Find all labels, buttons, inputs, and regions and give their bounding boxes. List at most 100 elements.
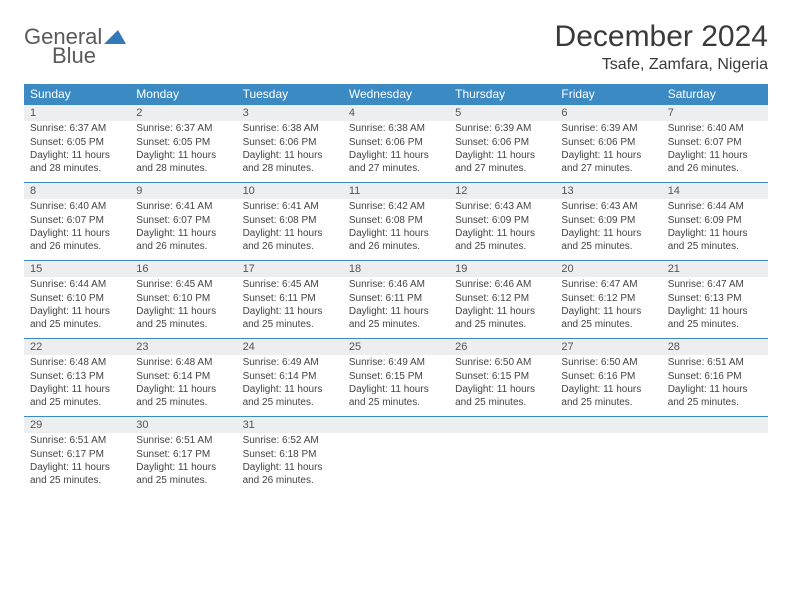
calendar-day-cell: 10Sunrise: 6:41 AMSunset: 6:08 PMDayligh…: [237, 182, 343, 260]
day-body: Sunrise: 6:46 AMSunset: 6:11 PMDaylight:…: [343, 277, 449, 338]
calendar-day-cell: 13Sunrise: 6:43 AMSunset: 6:09 PMDayligh…: [555, 182, 661, 260]
daylight-line: Daylight: 11 hours and 25 minutes.: [243, 306, 337, 331]
logo: General Blue: [24, 26, 126, 67]
sunrise-line: Sunrise: 6:37 AM: [30, 123, 124, 136]
sunrise-line: Sunrise: 6:48 AM: [136, 357, 230, 370]
sunrise-line: Sunrise: 6:46 AM: [455, 279, 549, 292]
calendar-week-row: 1Sunrise: 6:37 AMSunset: 6:05 PMDaylight…: [24, 104, 768, 182]
day-number: 18: [343, 260, 449, 277]
day-body: Sunrise: 6:41 AMSunset: 6:08 PMDaylight:…: [237, 199, 343, 260]
day-body: Sunrise: 6:50 AMSunset: 6:15 PMDaylight:…: [449, 355, 555, 416]
calendar-day-cell: [449, 416, 555, 494]
calendar-day-cell: 22Sunrise: 6:48 AMSunset: 6:13 PMDayligh…: [24, 338, 130, 416]
sunset-line: Sunset: 6:16 PM: [561, 371, 655, 384]
sunrise-line: Sunrise: 6:51 AM: [30, 435, 124, 448]
day-number-empty: [343, 416, 449, 433]
day-body: Sunrise: 6:40 AMSunset: 6:07 PMDaylight:…: [24, 199, 130, 260]
sunset-line: Sunset: 6:06 PM: [561, 137, 655, 150]
weekday-header: Monday: [130, 84, 236, 104]
calendar-day-cell: 6Sunrise: 6:39 AMSunset: 6:06 PMDaylight…: [555, 104, 661, 182]
calendar-day-cell: 11Sunrise: 6:42 AMSunset: 6:08 PMDayligh…: [343, 182, 449, 260]
calendar-week-row: 29Sunrise: 6:51 AMSunset: 6:17 PMDayligh…: [24, 416, 768, 494]
calendar-day-cell: 7Sunrise: 6:40 AMSunset: 6:07 PMDaylight…: [662, 104, 768, 182]
weekday-header: Friday: [555, 84, 661, 104]
location-text: Tsafe, Zamfara, Nigeria: [555, 56, 768, 74]
calendar-day-cell: 3Sunrise: 6:38 AMSunset: 6:06 PMDaylight…: [237, 104, 343, 182]
sunrise-line: Sunrise: 6:47 AM: [668, 279, 762, 292]
day-number: 26: [449, 338, 555, 355]
weekday-header-row: Sunday Monday Tuesday Wednesday Thursday…: [24, 84, 768, 104]
calendar-day-cell: 25Sunrise: 6:49 AMSunset: 6:15 PMDayligh…: [343, 338, 449, 416]
day-number: 3: [237, 104, 343, 121]
day-number: 16: [130, 260, 236, 277]
weekday-header: Sunday: [24, 84, 130, 104]
sunset-line: Sunset: 6:14 PM: [243, 371, 337, 384]
sunset-line: Sunset: 6:09 PM: [668, 215, 762, 228]
calendar-day-cell: 2Sunrise: 6:37 AMSunset: 6:05 PMDaylight…: [130, 104, 236, 182]
sunset-line: Sunset: 6:08 PM: [349, 215, 443, 228]
calendar-week-row: 8Sunrise: 6:40 AMSunset: 6:07 PMDaylight…: [24, 182, 768, 260]
sunset-line: Sunset: 6:11 PM: [349, 293, 443, 306]
day-body: Sunrise: 6:48 AMSunset: 6:14 PMDaylight:…: [130, 355, 236, 416]
day-body: Sunrise: 6:51 AMSunset: 6:17 PMDaylight:…: [24, 433, 130, 494]
day-body: Sunrise: 6:50 AMSunset: 6:16 PMDaylight:…: [555, 355, 661, 416]
daylight-line: Daylight: 11 hours and 25 minutes.: [455, 228, 549, 253]
sunset-line: Sunset: 6:09 PM: [561, 215, 655, 228]
sunrise-line: Sunrise: 6:39 AM: [561, 123, 655, 136]
day-number: 7: [662, 104, 768, 121]
day-number: 11: [343, 182, 449, 199]
day-body: Sunrise: 6:41 AMSunset: 6:07 PMDaylight:…: [130, 199, 236, 260]
day-number: 27: [555, 338, 661, 355]
sunset-line: Sunset: 6:06 PM: [349, 137, 443, 150]
day-body: Sunrise: 6:40 AMSunset: 6:07 PMDaylight:…: [662, 121, 768, 182]
day-body: Sunrise: 6:43 AMSunset: 6:09 PMDaylight:…: [555, 199, 661, 260]
daylight-line: Daylight: 11 hours and 25 minutes.: [136, 462, 230, 487]
sunset-line: Sunset: 6:10 PM: [30, 293, 124, 306]
day-body: Sunrise: 6:46 AMSunset: 6:12 PMDaylight:…: [449, 277, 555, 338]
day-number: 25: [343, 338, 449, 355]
day-body: Sunrise: 6:49 AMSunset: 6:14 PMDaylight:…: [237, 355, 343, 416]
daylight-line: Daylight: 11 hours and 28 minutes.: [136, 150, 230, 175]
day-body-empty: [555, 433, 661, 491]
calendar-day-cell: 17Sunrise: 6:45 AMSunset: 6:11 PMDayligh…: [237, 260, 343, 338]
day-number: 8: [24, 182, 130, 199]
calendar-day-cell: 27Sunrise: 6:50 AMSunset: 6:16 PMDayligh…: [555, 338, 661, 416]
calendar-day-cell: 14Sunrise: 6:44 AMSunset: 6:09 PMDayligh…: [662, 182, 768, 260]
daylight-line: Daylight: 11 hours and 25 minutes.: [136, 384, 230, 409]
sunset-line: Sunset: 6:06 PM: [455, 137, 549, 150]
sunrise-line: Sunrise: 6:41 AM: [136, 201, 230, 214]
day-number: 1: [24, 104, 130, 121]
day-number: 20: [555, 260, 661, 277]
day-body: Sunrise: 6:45 AMSunset: 6:10 PMDaylight:…: [130, 277, 236, 338]
day-number: 19: [449, 260, 555, 277]
sunset-line: Sunset: 6:16 PM: [668, 371, 762, 384]
day-number: 12: [449, 182, 555, 199]
calendar-day-cell: 4Sunrise: 6:38 AMSunset: 6:06 PMDaylight…: [343, 104, 449, 182]
logo-word2: Blue: [52, 45, 126, 67]
calendar-week-row: 15Sunrise: 6:44 AMSunset: 6:10 PMDayligh…: [24, 260, 768, 338]
weekday-header: Tuesday: [237, 84, 343, 104]
daylight-line: Daylight: 11 hours and 26 minutes.: [136, 228, 230, 253]
day-body: Sunrise: 6:37 AMSunset: 6:05 PMDaylight:…: [24, 121, 130, 182]
day-number: 24: [237, 338, 343, 355]
calendar-day-cell: 31Sunrise: 6:52 AMSunset: 6:18 PMDayligh…: [237, 416, 343, 494]
day-number: 30: [130, 416, 236, 433]
calendar-day-cell: 12Sunrise: 6:43 AMSunset: 6:09 PMDayligh…: [449, 182, 555, 260]
calendar-day-cell: 30Sunrise: 6:51 AMSunset: 6:17 PMDayligh…: [130, 416, 236, 494]
sunrise-line: Sunrise: 6:49 AM: [349, 357, 443, 370]
day-body: Sunrise: 6:38 AMSunset: 6:06 PMDaylight:…: [237, 121, 343, 182]
calendar-day-cell: [555, 416, 661, 494]
sunrise-line: Sunrise: 6:37 AM: [136, 123, 230, 136]
sunset-line: Sunset: 6:13 PM: [30, 371, 124, 384]
sunrise-line: Sunrise: 6:38 AM: [349, 123, 443, 136]
sunset-line: Sunset: 6:08 PM: [243, 215, 337, 228]
day-number: 17: [237, 260, 343, 277]
day-number: 10: [237, 182, 343, 199]
daylight-line: Daylight: 11 hours and 25 minutes.: [455, 306, 549, 331]
sunrise-line: Sunrise: 6:52 AM: [243, 435, 337, 448]
sunrise-line: Sunrise: 6:45 AM: [243, 279, 337, 292]
daylight-line: Daylight: 11 hours and 25 minutes.: [668, 306, 762, 331]
calendar-day-cell: 21Sunrise: 6:47 AMSunset: 6:13 PMDayligh…: [662, 260, 768, 338]
calendar-day-cell: 29Sunrise: 6:51 AMSunset: 6:17 PMDayligh…: [24, 416, 130, 494]
day-number: 31: [237, 416, 343, 433]
